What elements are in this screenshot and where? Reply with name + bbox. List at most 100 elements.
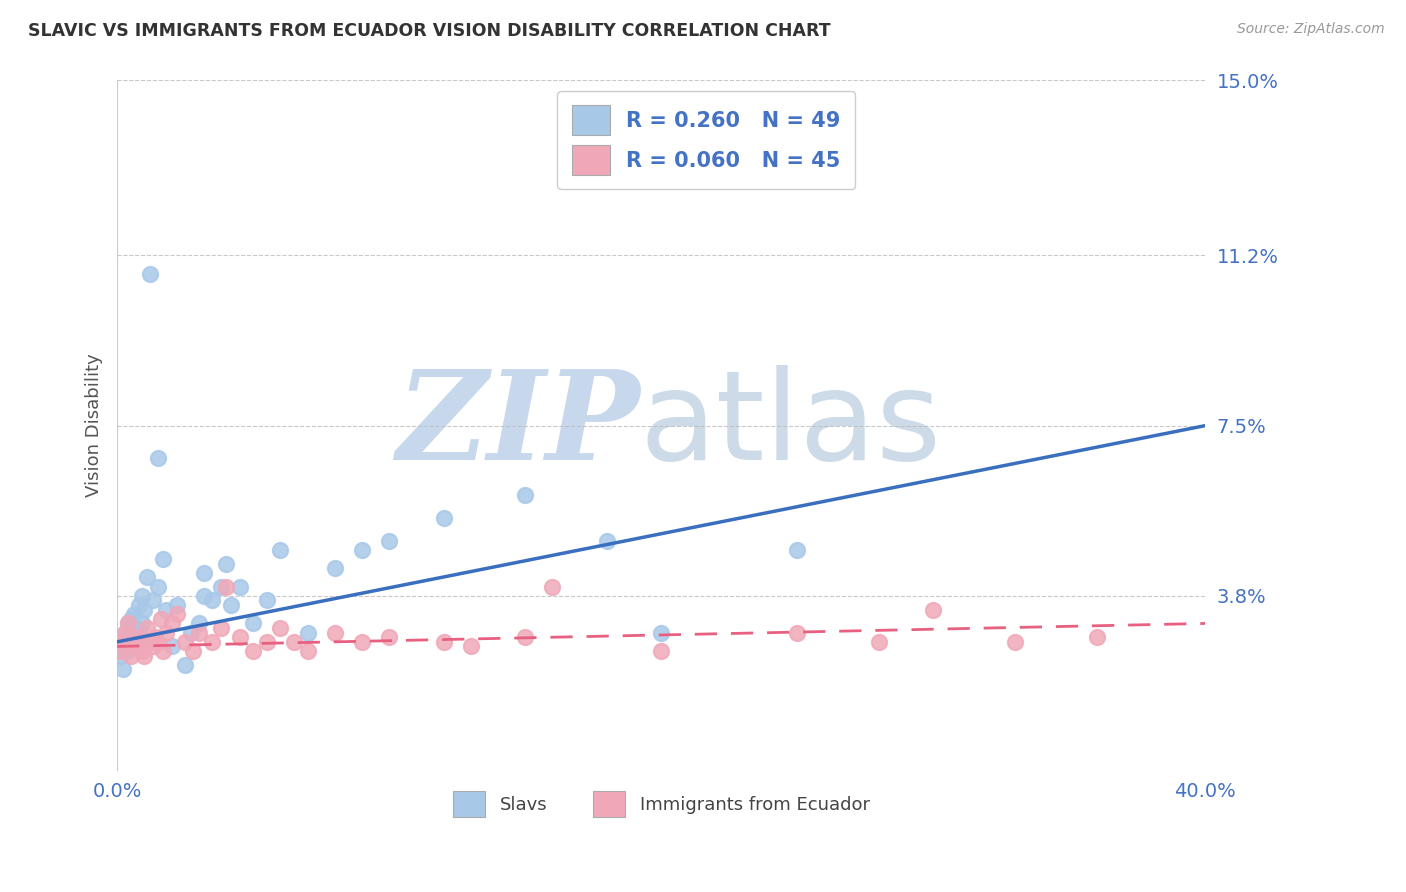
Point [139,635,162,649]
Point [120,648,142,663]
Point [128,625,150,640]
Point [297,644,319,658]
Point [155,602,177,616]
Point [187,616,209,631]
Point [131,616,153,631]
Point [323,561,346,575]
Point [136,570,159,584]
Point [136,621,159,635]
Point [256,635,278,649]
Point [786,625,808,640]
Point [350,635,373,649]
Point [174,635,197,649]
Point [650,625,672,640]
Point [868,635,890,649]
Point [160,616,183,631]
Point [114,625,136,640]
Point [166,598,188,612]
Point [922,602,945,616]
Point [1085,630,1108,644]
Point [650,644,672,658]
Point [125,635,148,649]
Point [323,625,346,640]
Point [155,625,177,640]
Point [221,598,243,612]
Point [122,607,145,622]
Point [242,616,264,631]
Point [193,566,215,580]
Y-axis label: Vision Disability: Vision Disability [86,354,103,498]
Point [187,625,209,640]
Point [228,630,250,644]
Point [596,533,619,548]
Point [786,542,808,557]
Point [122,630,145,644]
Point [209,621,232,635]
Point [180,625,202,640]
Point [142,593,165,607]
Point [111,640,134,654]
Point [152,552,174,566]
Point [120,640,142,654]
Point [111,663,134,677]
Point [433,510,456,524]
Point [242,644,264,658]
Text: ZIP: ZIP [395,365,640,486]
Point [111,635,134,649]
Point [215,557,238,571]
Point [193,589,215,603]
Point [128,598,150,612]
Point [1004,635,1026,649]
Point [114,635,136,649]
Point [108,648,131,663]
Legend: Slavs, Immigrants from Ecuador: Slavs, Immigrants from Ecuador [446,784,877,824]
Point [515,630,537,644]
Point [125,630,148,644]
Point [122,640,145,654]
Point [515,487,537,501]
Point [541,580,564,594]
Point [117,644,139,658]
Point [256,593,278,607]
Point [131,644,153,658]
Point [350,542,373,557]
Point [160,640,183,654]
Point [146,635,169,649]
Point [201,593,224,607]
Point [128,635,150,649]
Point [269,542,291,557]
Point [269,621,291,635]
Text: atlas: atlas [640,365,942,486]
Point [117,616,139,631]
Text: Source: ZipAtlas.com: Source: ZipAtlas.com [1237,22,1385,37]
Point [297,625,319,640]
Point [125,621,148,635]
Point [114,625,136,640]
Point [228,580,250,594]
Point [283,635,305,649]
Point [108,644,131,658]
Point [134,602,156,616]
Point [117,616,139,631]
Point [201,635,224,649]
Point [460,640,482,654]
Point [378,630,401,644]
Point [120,612,142,626]
Point [215,580,238,594]
Point [183,644,205,658]
Point [139,267,162,281]
Point [146,580,169,594]
Point [209,580,232,594]
Point [146,450,169,465]
Point [149,612,172,626]
Point [433,635,456,649]
Point [143,630,166,644]
Point [378,533,401,548]
Text: SLAVIC VS IMMIGRANTS FROM ECUADOR VISION DISABILITY CORRELATION CHART: SLAVIC VS IMMIGRANTS FROM ECUADOR VISION… [28,22,831,40]
Point [152,644,174,658]
Point [174,657,197,672]
Point [131,589,153,603]
Point [134,648,156,663]
Point [142,640,165,654]
Point [166,607,188,622]
